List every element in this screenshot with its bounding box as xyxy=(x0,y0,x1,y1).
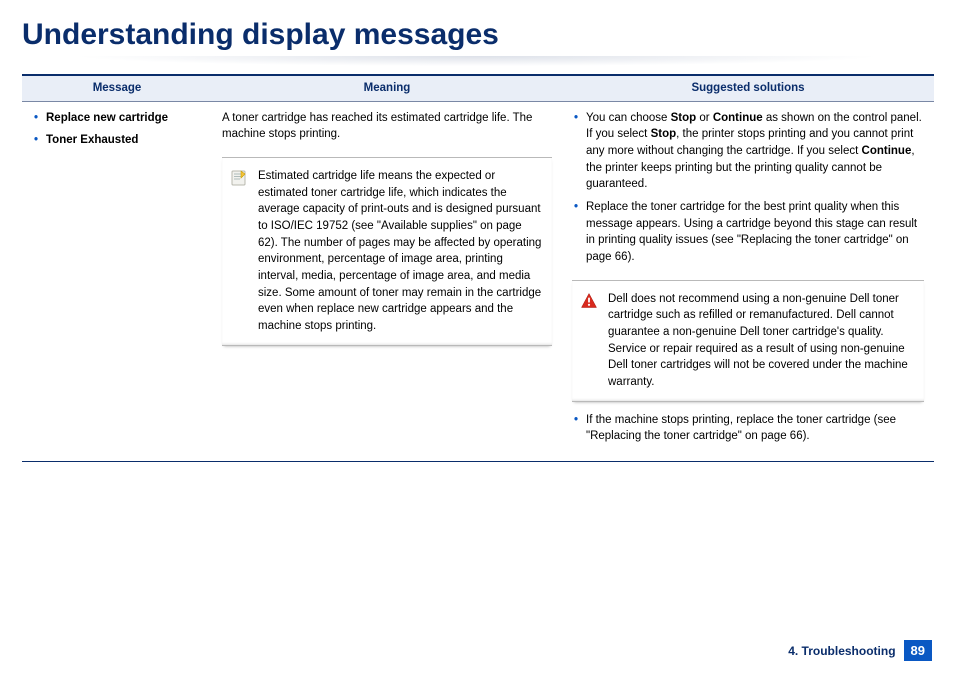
meaning-intro: A toner cartridge has reached its estima… xyxy=(222,110,552,143)
msg-text: Replace new cartridge xyxy=(46,112,168,124)
warning-box: Dell does not recommend using a non-genu… xyxy=(572,280,924,402)
sol-item: Replace the toner cartridge for the best… xyxy=(572,199,924,266)
t: You can choose xyxy=(586,112,671,124)
cell-meaning: A toner cartridge has reached its estima… xyxy=(212,101,562,461)
th-message: Message xyxy=(22,75,212,101)
sol-item: If the machine stops printing, replace t… xyxy=(572,412,924,445)
note-icon xyxy=(230,169,248,187)
messages-table: Message Meaning Suggested solutions Repl… xyxy=(22,74,934,462)
t: Continue xyxy=(713,112,763,124)
sol-item: You can choose Stop or Continue as shown… xyxy=(572,110,924,193)
t: Stop xyxy=(651,128,677,140)
table-row: Replace new cartridge Toner Exhausted A … xyxy=(22,101,934,461)
note-text: Estimated cartridge life means the expec… xyxy=(258,168,544,335)
t: or xyxy=(696,112,713,124)
footer-chapter: 4. Troubleshooting xyxy=(788,644,895,658)
msg-item: Replace new cartridge xyxy=(32,110,202,127)
msg-item: Toner Exhausted xyxy=(32,132,202,149)
t: Stop xyxy=(671,112,697,124)
th-meaning: Meaning xyxy=(212,75,562,101)
warning-icon xyxy=(580,292,598,310)
warning-text: Dell does not recommend using a non-genu… xyxy=(608,291,916,391)
cell-solutions: You can choose Stop or Continue as shown… xyxy=(562,101,934,461)
title-shadow xyxy=(0,56,954,74)
cell-message: Replace new cartridge Toner Exhausted xyxy=(22,101,212,461)
page-footer: 4. Troubleshooting 89 xyxy=(788,640,932,661)
msg-text: Toner Exhausted xyxy=(46,134,138,146)
page-title: Understanding display messages xyxy=(0,0,954,54)
t: Continue xyxy=(862,145,912,157)
th-solutions: Suggested solutions xyxy=(562,75,934,101)
note-box: Estimated cartridge life means the expec… xyxy=(222,157,552,346)
footer-page-number: 89 xyxy=(904,640,932,661)
